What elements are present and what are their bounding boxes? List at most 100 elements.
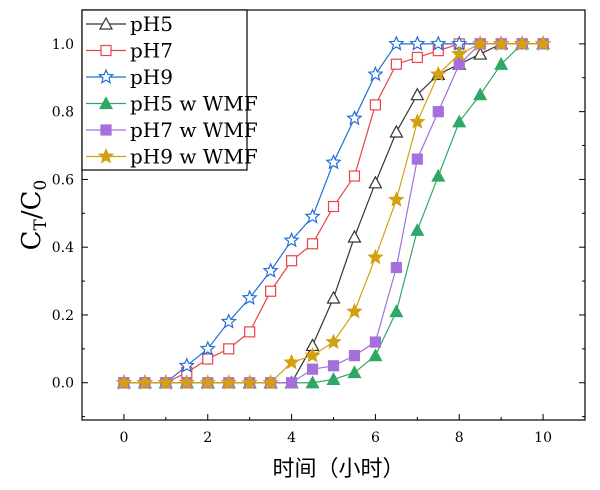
x-tick-label: 8	[455, 430, 464, 446]
data-point	[178, 374, 195, 390]
data-point	[410, 87, 425, 101]
data-point	[389, 124, 404, 138]
data-point	[97, 147, 115, 164]
data-point	[390, 261, 402, 274]
legend-label: pH9	[130, 65, 173, 89]
data-point	[409, 35, 426, 51]
data-point	[100, 124, 112, 136]
data-point	[430, 65, 447, 82]
data-point	[430, 35, 447, 51]
data-point	[368, 348, 383, 362]
data-point	[388, 35, 405, 51]
data-point	[348, 350, 361, 362]
data-point	[431, 168, 446, 182]
data-point	[347, 229, 362, 243]
x-axis-label: 时间（小时）	[272, 457, 404, 482]
data-point	[390, 58, 402, 70]
data-point	[514, 35, 531, 51]
data-point	[97, 68, 115, 84]
data-point	[262, 262, 279, 278]
y-tick-label: 1.0	[52, 37, 74, 53]
data-point	[241, 374, 258, 390]
data-point	[199, 340, 216, 356]
y-tick-label: 0.0	[52, 376, 74, 392]
data-point	[98, 96, 114, 110]
data-point	[325, 333, 342, 349]
data-point	[534, 35, 552, 51]
data-point	[98, 16, 114, 30]
data-point	[389, 304, 404, 318]
data-point	[100, 44, 112, 57]
data-point	[262, 374, 279, 390]
x-tick-label: 4	[287, 430, 296, 446]
data-point	[327, 360, 340, 372]
data-point	[202, 353, 214, 365]
data-point	[325, 153, 342, 170]
data-point	[388, 191, 405, 207]
data-point	[115, 374, 133, 390]
data-point	[199, 374, 216, 390]
data-point	[367, 65, 384, 82]
data-point	[473, 87, 488, 101]
data-point	[220, 313, 237, 329]
data-point	[265, 285, 277, 297]
data-point	[410, 222, 425, 236]
data-point	[178, 357, 195, 373]
data-point	[346, 303, 363, 319]
data-point	[473, 46, 488, 60]
data-point	[285, 377, 298, 389]
data-point	[367, 248, 384, 265]
data-point	[432, 106, 444, 118]
legend-label: pH7	[130, 39, 173, 63]
data-point	[347, 365, 362, 379]
data-point	[285, 255, 298, 267]
data-point	[472, 35, 489, 51]
data-point	[244, 326, 256, 338]
data-point	[283, 353, 300, 370]
legend-box	[81, 9, 248, 171]
x-tick-label: 0	[119, 430, 128, 446]
legend-label: pH7 w WMF	[130, 118, 258, 142]
legend-label: pH5	[130, 12, 173, 36]
data-point	[368, 175, 383, 189]
data-point	[451, 45, 468, 61]
data-point	[306, 363, 319, 375]
data-point	[241, 289, 258, 305]
data-point	[346, 109, 363, 126]
data-point	[369, 99, 382, 111]
legend-label: pH9 w WMF	[130, 145, 258, 169]
data-point	[493, 35, 510, 51]
data-point	[369, 336, 382, 348]
data-point	[304, 208, 321, 224]
data-point	[283, 231, 300, 248]
data-point	[304, 347, 321, 363]
y-tick-label: 0.4	[52, 240, 74, 256]
y-axis-label: CT/C0	[17, 180, 51, 251]
data-point	[411, 51, 423, 64]
x-tick-label: 6	[371, 430, 380, 446]
data-point	[326, 290, 341, 304]
data-point	[305, 375, 320, 389]
data-point	[453, 58, 465, 70]
series-ph9-w-wmf	[115, 35, 552, 390]
data-point	[306, 238, 319, 250]
y-tick-label: 0.2	[52, 308, 74, 324]
x-tick-label: 10	[534, 430, 552, 446]
data-point	[136, 374, 153, 390]
data-point	[157, 374, 175, 390]
data-point	[326, 372, 341, 385]
data-point	[494, 56, 509, 70]
legend-label: pH5 w WMF	[130, 92, 258, 116]
y-tick-label: 0.6	[52, 172, 74, 188]
x-tick-label: 2	[203, 430, 212, 446]
y-tick-label: 0.8	[52, 105, 74, 121]
data-point	[409, 113, 426, 129]
data-point	[452, 114, 467, 128]
data-point	[348, 170, 361, 182]
data-point	[220, 374, 237, 390]
data-point	[223, 343, 235, 355]
data-point	[327, 200, 340, 213]
